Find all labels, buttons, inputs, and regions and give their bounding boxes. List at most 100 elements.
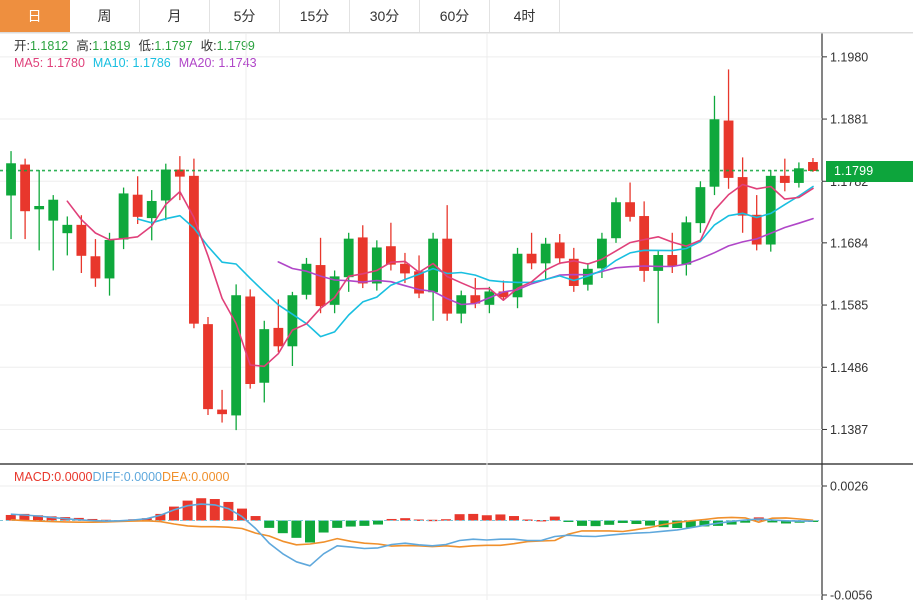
candle — [231, 284, 242, 431]
current-price-badge: 1.1799 — [826, 160, 913, 182]
macd-histogram-bar — [5, 514, 16, 521]
candle — [287, 291, 298, 367]
macd-histogram-bar — [495, 514, 506, 521]
macd-histogram-bar — [182, 500, 193, 521]
macd-histogram-bar — [291, 520, 302, 538]
macd-histogram-bar — [250, 516, 261, 521]
candle — [90, 239, 101, 287]
candle — [723, 69, 734, 189]
macd-histogram-bar — [223, 501, 234, 521]
macd-histogram-bar — [386, 518, 397, 521]
macd-histogram-bar — [155, 513, 166, 521]
candle — [611, 197, 621, 243]
ma5-value: 1.1780 — [46, 56, 85, 70]
tab-5分[interactable]: 5分 — [210, 0, 280, 32]
ma-line — [66, 183, 814, 368]
diff-label: DIFF: — [92, 470, 124, 484]
candle — [357, 225, 368, 289]
candle — [160, 163, 171, 221]
candle — [273, 299, 284, 353]
macd-legend: MACD:0.0000DIFF:0.0000DEA:0.0000 — [14, 470, 229, 484]
macd-histogram-bar — [441, 519, 451, 521]
macd-histogram-bar — [468, 513, 479, 521]
macd-histogram-bar — [400, 518, 411, 521]
candle — [203, 316, 213, 416]
macd-histogram-bar — [617, 520, 628, 523]
dea-label: DEA: — [162, 470, 192, 484]
macd-histogram-bar — [19, 513, 30, 521]
candle — [146, 190, 157, 241]
ma-row: MA5: 1.1780 MA10: 1.1786 MA20: 1.1743 — [14, 55, 257, 72]
macd-histogram-bar — [264, 520, 275, 528]
candle — [76, 215, 87, 274]
tab-月[interactable]: 月 — [140, 0, 210, 32]
high-label: 高: — [76, 39, 93, 53]
candle — [653, 250, 664, 324]
candle — [751, 195, 762, 251]
ma-line — [136, 185, 814, 338]
candle — [301, 257, 312, 300]
macd-histogram-bar — [740, 520, 751, 523]
candle — [6, 151, 16, 240]
candle — [20, 158, 31, 240]
candle — [428, 232, 439, 321]
high-value: 1.1819 — [92, 39, 131, 53]
tab-周[interactable]: 周 — [70, 0, 140, 32]
candle — [808, 158, 818, 172]
candle — [48, 195, 59, 271]
candle — [343, 232, 354, 292]
candle — [62, 216, 73, 256]
candle — [132, 176, 143, 224]
ma20-value: 1.1743 — [218, 56, 257, 70]
price-axis-tick: 1.1387 — [830, 423, 868, 437]
macd-axis-tick: 0.0026 — [830, 480, 868, 494]
candle — [104, 232, 115, 296]
macd-histogram-bar — [305, 520, 315, 543]
macd-histogram-bar — [454, 514, 465, 521]
macd-histogram-bar — [277, 520, 288, 534]
candle — [526, 232, 537, 270]
macd-histogram-bar — [604, 520, 615, 525]
ohlc-legend: 开:1.1812 高:1.1819 低:1.1797 收:1.1799 MA5: 1.… — [14, 38, 257, 72]
candle — [512, 247, 523, 309]
price-axis-tick: 1.1684 — [830, 236, 868, 250]
tab-15分[interactable]: 15分 — [280, 0, 350, 32]
candle — [217, 389, 227, 423]
candle — [245, 289, 256, 389]
close-value: 1.1799 — [216, 39, 255, 53]
candle — [709, 95, 720, 196]
macd-histogram-bar — [345, 520, 356, 527]
ma20-label: MA20: — [178, 56, 215, 70]
macd-histogram-bar — [577, 520, 587, 526]
macd-histogram-bar — [209, 499, 220, 521]
macd-histogram-bar — [590, 520, 601, 527]
candle — [34, 169, 45, 251]
macd-histogram-bar — [699, 520, 710, 527]
candle — [625, 182, 635, 222]
candle — [639, 201, 650, 282]
candle — [400, 252, 410, 284]
macd-histogram-bar — [33, 515, 43, 521]
macd-histogram-bar — [481, 515, 492, 521]
timeframe-tabbar: 日周月 5分 15分 30分 60分 4时 — [0, 0, 913, 33]
tab-60分[interactable]: 60分 — [420, 0, 490, 32]
candle — [540, 237, 551, 280]
tab-4时[interactable]: 4时 — [490, 0, 560, 32]
open-value: 1.1812 — [29, 39, 69, 53]
dea-value: 0.0000 — [191, 470, 230, 484]
ma10-label: MA10: — [92, 56, 130, 70]
macd-axis-tick: -0.0056 — [830, 589, 872, 600]
tab-30分[interactable]: 30分 — [350, 0, 420, 32]
macd-histogram-bar — [169, 506, 179, 521]
candle — [779, 158, 790, 192]
macd-line — [10, 516, 814, 548]
tab-日[interactable]: 日 — [0, 0, 70, 32]
price-axis-tick: 1.1980 — [830, 50, 868, 64]
low-value: 1.1797 — [154, 39, 193, 53]
macd-line — [10, 503, 814, 567]
macd-histogram-bar — [781, 520, 791, 524]
macd-histogram-bar — [726, 520, 737, 525]
macd-histogram-bar — [87, 518, 98, 521]
macd-histogram-bar — [563, 520, 574, 522]
